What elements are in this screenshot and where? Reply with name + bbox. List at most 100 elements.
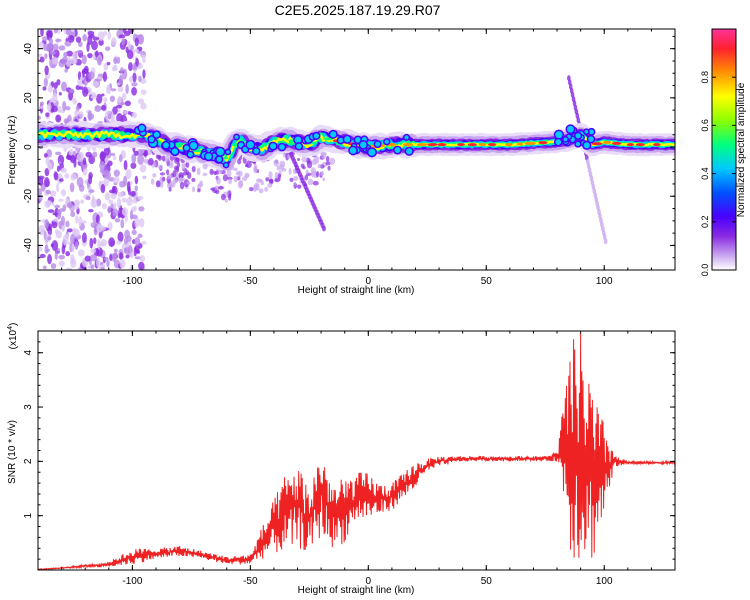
noise-blob — [62, 100, 67, 112]
noise-blob — [77, 267, 83, 270]
noise-blob — [108, 237, 115, 248]
noise-blob — [126, 49, 134, 60]
noise-blob — [83, 157, 87, 166]
noise-blob — [140, 102, 147, 110]
noise-blob — [88, 71, 95, 80]
y-tick-label: 1 — [23, 512, 34, 518]
noise-blob — [102, 71, 108, 82]
ridge-hotspot — [402, 143, 414, 147]
noise-blob — [38, 53, 43, 58]
noise-blob — [187, 172, 192, 180]
noise-blob — [73, 229, 77, 234]
noise-blob — [59, 178, 64, 182]
noise-blob — [52, 43, 59, 51]
ridge-hotspot — [137, 123, 147, 133]
y-tick-label: 4 — [23, 350, 34, 356]
noise-blob — [113, 248, 118, 253]
noise-blob — [56, 79, 61, 86]
noise-blob — [131, 86, 138, 96]
noise-blob — [75, 36, 82, 43]
noise-blob — [61, 224, 65, 232]
noise-blob — [60, 189, 66, 197]
noise-blob — [103, 97, 108, 103]
noise-blob — [66, 228, 73, 233]
ridge-hotspot — [268, 141, 278, 151]
noise-blob — [137, 154, 145, 165]
ridge-hotspot — [611, 141, 622, 145]
noise-blob — [42, 36, 49, 41]
ridge-hotspot — [478, 143, 487, 147]
noise-blob — [114, 217, 121, 223]
noise-blob — [215, 170, 220, 175]
noise-blob — [227, 176, 233, 181]
noise-blob — [107, 113, 112, 120]
noise-blob — [316, 170, 320, 178]
noise-blob — [42, 86, 47, 91]
noise-blob — [142, 175, 147, 180]
noise-blob — [130, 214, 138, 220]
ridge-hotspot — [252, 146, 261, 156]
noise-blob — [73, 157, 77, 168]
x-tick-label: 0 — [366, 276, 372, 287]
noise-blob — [183, 179, 190, 188]
noise-blob — [74, 109, 79, 117]
noise-blob — [162, 176, 166, 182]
ridge-hotspot — [653, 143, 661, 147]
noise-blob — [164, 155, 170, 162]
ridge-hotspot — [402, 133, 411, 141]
noise-blob — [119, 258, 126, 269]
noise-blob — [277, 173, 282, 179]
noise-blob — [44, 53, 48, 60]
x-tick-label: -100 — [122, 276, 142, 287]
noise-blob — [216, 177, 221, 185]
noise-blob — [214, 185, 219, 191]
noise-blob — [97, 56, 102, 66]
noise-blob — [70, 173, 77, 181]
noise-blob — [117, 191, 125, 198]
noise-blob — [118, 34, 126, 39]
ridge-hotspot — [222, 161, 230, 169]
noise-blob — [182, 171, 188, 176]
noise-blob — [161, 155, 166, 162]
noise-blob — [116, 197, 122, 209]
noise-blob — [267, 183, 273, 188]
noise-blob — [51, 105, 58, 113]
noise-blob — [130, 162, 137, 169]
noise-blob — [133, 246, 137, 257]
noise-blob — [70, 211, 76, 218]
noise-blob — [47, 209, 55, 213]
noise-blob — [87, 52, 93, 59]
noise-blob — [312, 158, 317, 166]
noise-blob — [245, 160, 252, 169]
noise-blob — [56, 182, 60, 193]
noise-blob — [305, 169, 309, 175]
noise-blob — [53, 171, 59, 181]
noise-blob — [109, 95, 116, 103]
spectrogram-x-label: Height of straight line (km) — [298, 285, 415, 296]
noise-blob — [119, 252, 124, 260]
noise-blob — [304, 174, 309, 181]
noise-blob — [136, 34, 142, 39]
spectrogram-axes: -100 -50 0 50 100 -40 -20 0 20 40 — [23, 29, 676, 287]
ridge-hotspot — [467, 143, 477, 147]
noise-blob — [116, 82, 120, 86]
noise-blob — [55, 114, 62, 123]
noise-blob — [56, 165, 61, 172]
noise-blob — [52, 57, 59, 65]
noise-blob — [82, 86, 89, 97]
ridge-hotspot — [188, 140, 199, 151]
ridge-hotspot — [582, 140, 592, 150]
noise-blob — [106, 86, 111, 95]
noise-blob — [130, 190, 136, 197]
noise-blob — [133, 150, 139, 156]
noise-blob — [76, 50, 83, 54]
noise-blob — [58, 45, 66, 51]
ridge-hotspot — [233, 133, 240, 141]
noise-blob — [90, 248, 96, 254]
x-tick-label: 50 — [481, 576, 493, 587]
noise-blob — [137, 233, 143, 239]
noise-blob — [121, 197, 127, 203]
noise-blob — [115, 104, 123, 109]
noise-blob — [228, 193, 232, 201]
